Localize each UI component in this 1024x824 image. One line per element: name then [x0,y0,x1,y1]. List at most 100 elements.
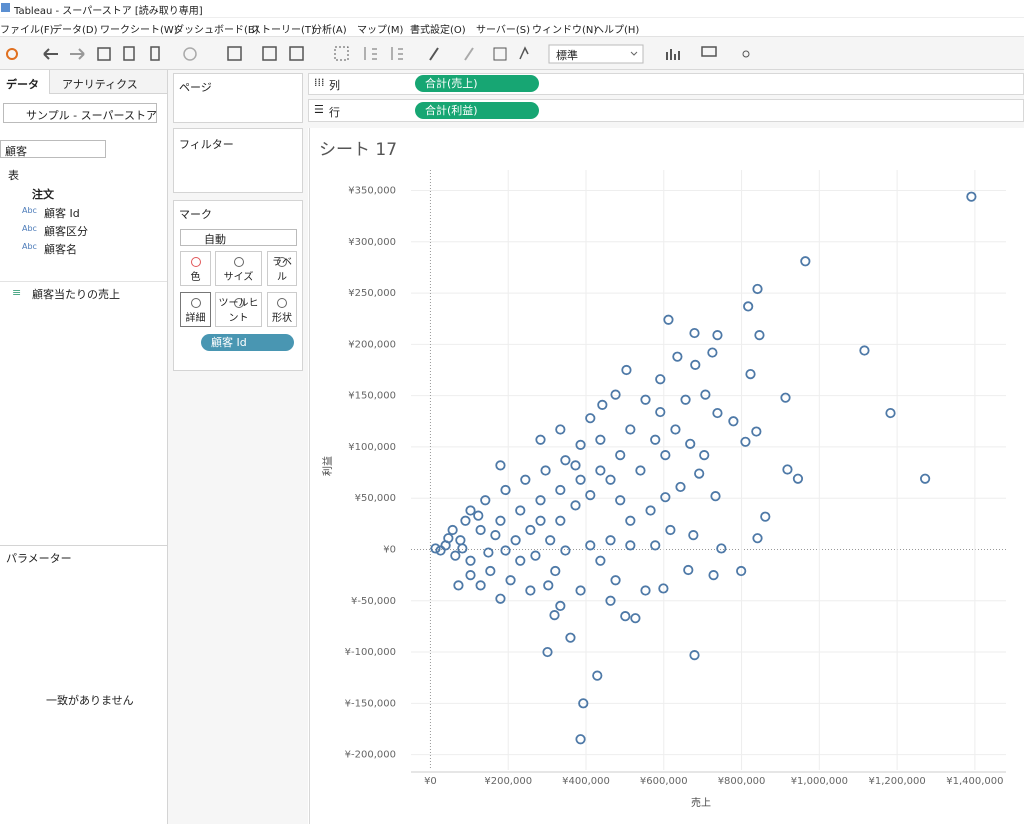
menu-item[interactable]: ワークシート(W) [100,25,178,36]
point [625,424,636,435]
x-tick-label: ¥800,000 [718,776,766,787]
new-sheet-icon[interactable] [227,46,242,61]
point [699,450,710,461]
refresh-icon[interactable] [183,47,197,61]
rows-pill[interactable]: 合計(利益) [415,102,539,119]
point [688,530,699,541]
detail-pill[interactable]: 顧客 Id [201,334,294,351]
datasource-box[interactable] [3,103,157,123]
menu-item[interactable]: ウィンドウ(N) [532,25,598,36]
mark-button-icon [233,257,244,267]
menu-item[interactable]: ファイル(F) [0,25,54,36]
point [736,565,747,577]
point [500,545,511,556]
label-toggle-icon[interactable] [493,47,507,61]
mark-button-icon [233,298,244,308]
point [485,565,496,577]
filters-title: フィルター [179,138,234,151]
clear-icon[interactable] [289,46,304,61]
point [685,438,696,449]
mark-button[interactable]: 色 [180,251,211,286]
search-text[interactable]: 顧客 [5,145,27,158]
analytics-tab[interactable]: アナリティクス [62,78,138,91]
point [670,424,681,435]
share-icon[interactable] [742,50,750,58]
mark-button-icon [190,257,201,267]
menu-item[interactable]: 書式設定(O) [410,25,466,36]
field-name[interactable]: 顧客 Id [44,207,80,220]
swap-icon[interactable] [334,46,349,61]
fit-label[interactable]: 標準 [556,49,578,62]
menu-item[interactable]: 分析(A) [312,25,347,36]
mark-button[interactable]: ラベル [267,251,297,286]
point [660,450,671,461]
pin-icon[interactable] [519,46,529,60]
point [655,374,666,385]
menu-item[interactable]: ヘルプ(H) [594,25,640,36]
highlight-icon[interactable] [429,47,439,61]
point [635,465,646,476]
mark-button-label: ラベル [272,257,292,283]
x-tick-label: ¥1,000,000 [791,776,848,787]
mark-button[interactable]: ツールヒント [215,292,262,327]
data-tab[interactable]: データ [6,78,39,91]
y-tick-label: ¥0 [383,544,396,555]
menu-item[interactable]: マップ(M) [357,25,404,36]
point [443,533,454,544]
search-box[interactable] [0,140,106,158]
presentation-icon[interactable] [701,46,717,57]
table-name[interactable]: 注文 [32,188,54,201]
point [447,524,458,536]
menu-item[interactable]: ダッシュボード(B) [174,25,259,36]
back-icon[interactable] [43,48,58,60]
duplicate-icon[interactable] [262,46,277,61]
calc-field[interactable]: 顧客当たりの売上 [32,288,120,301]
mark-type[interactable]: 自動 [204,233,226,246]
forward-icon[interactable] [70,48,85,60]
chart: シート 17 利益 売上 ¥350,000 ¥300,000 ¥250,000 ¥20… [309,128,1006,824]
fit-dropdown[interactable] [548,44,644,64]
columns-pill[interactable]: 合計(売上) [415,75,539,92]
group-icon[interactable] [464,47,474,61]
point [520,474,531,485]
mark-button[interactable]: 詳細 [180,292,211,327]
point [542,646,553,658]
point [595,434,606,445]
point [645,505,656,516]
mark-type-dropdown[interactable] [180,229,297,246]
point [740,436,751,447]
point [716,543,727,554]
mark-button[interactable]: 形状 [267,292,297,327]
show-me-icon[interactable] [666,49,680,60]
sort-asc-icon[interactable] [364,47,377,60]
point [450,550,461,561]
point [570,500,581,511]
point [525,585,536,596]
y-tick-label: ¥200,000 [348,339,396,350]
menu-item[interactable]: ストーリー(T) [251,25,315,36]
save-icon[interactable] [97,47,111,61]
point [500,484,511,496]
point [859,345,870,356]
menu-item[interactable]: サーバー(S) [476,25,531,36]
mark-button[interactable]: サイズ [215,251,262,286]
point [694,468,705,479]
new-datasource-icon[interactable] [123,46,135,61]
menu-item[interactable]: データ(D) [52,25,98,36]
sort-desc-icon[interactable] [391,47,403,60]
point [480,495,491,506]
calc-icon: ≡ [12,286,22,299]
point [605,535,616,546]
point [625,540,636,551]
point [760,511,771,522]
divider [0,281,167,282]
marks-card: マーク 自動 色 サイズ ラベル 詳細 ツールヒント 形状 顧客 Id [173,200,303,371]
field-name[interactable]: 顧客名 [44,243,77,256]
datasource-name[interactable]: サンプル - スーパーストア [26,109,157,122]
dropdown-arrow [630,51,638,56]
logo-icon[interactable] [6,48,18,60]
mark-button-icon [277,298,287,308]
field-name[interactable]: 顧客区分 [44,225,88,238]
point [745,369,756,380]
pause-icon[interactable] [150,46,160,61]
